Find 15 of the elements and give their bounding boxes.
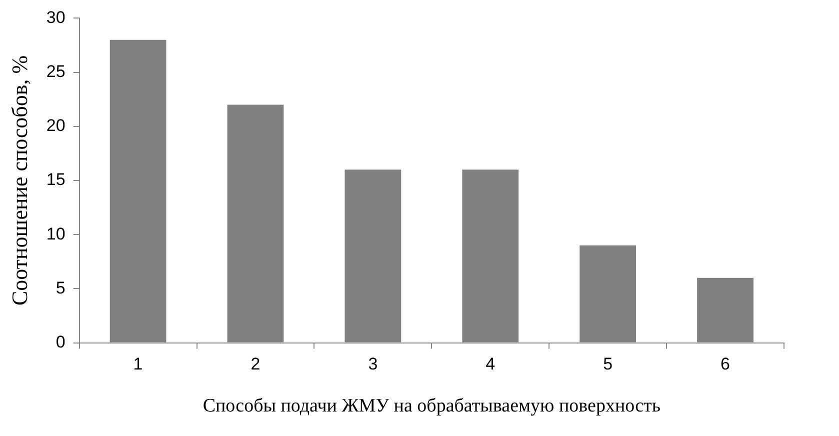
x-tick-label: 5 — [603, 354, 613, 374]
x-tick-label: 6 — [720, 354, 730, 374]
x-tick-label: 3 — [368, 354, 378, 374]
y-tick-label: 10 — [46, 224, 66, 244]
y-tick-label: 25 — [46, 62, 66, 81]
y-tick-label: 0 — [56, 332, 66, 352]
y-axis-title: Соотношение способов, % — [6, 55, 32, 306]
y-tick-label: 30 — [46, 8, 66, 27]
y-tick-label: 15 — [46, 170, 66, 190]
x-tick-label: 1 — [133, 354, 143, 374]
y-tick-label: 5 — [56, 278, 66, 298]
x-tick-label: 2 — [250, 354, 260, 374]
x-tick-label: 4 — [486, 354, 496, 374]
x-axis-title: Способы подачи ЖМУ на обрабатываемую поверхность — [202, 396, 661, 417]
y-tick-label: 20 — [46, 116, 66, 136]
